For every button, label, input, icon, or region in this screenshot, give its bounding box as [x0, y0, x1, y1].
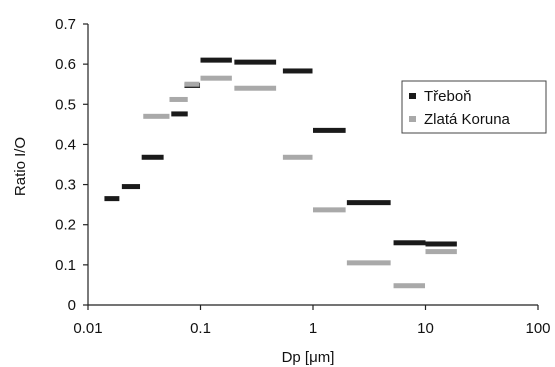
data-bar [171, 111, 188, 117]
data-bar [313, 127, 346, 133]
data-bar [346, 200, 391, 206]
x-tick-label: 0.1 [190, 320, 211, 337]
data-bar [104, 196, 120, 202]
x-tick-label: 10 [417, 320, 434, 337]
series-layer [104, 57, 457, 289]
y-tick-label: 0.3 [55, 177, 76, 194]
data-bar [282, 154, 313, 160]
data-bar [393, 240, 426, 246]
y-tick-label: 0.5 [55, 96, 76, 113]
data-bar [121, 184, 141, 190]
data-bar [200, 57, 232, 63]
series-2 [143, 75, 457, 289]
data-bar [393, 283, 426, 289]
data-bar [282, 68, 313, 74]
y-tick-label: 0.7 [55, 16, 76, 33]
legend-marker [409, 116, 416, 122]
legend-box [401, 80, 547, 134]
data-bar [425, 249, 457, 255]
data-bar [141, 154, 164, 160]
legend-label: Třeboň [424, 88, 472, 105]
data-bar [200, 75, 232, 81]
x-tick-label: 1 [309, 320, 317, 337]
data-bar [234, 59, 277, 65]
data-bar [346, 260, 391, 266]
data-bar [234, 85, 277, 91]
data-bar [169, 96, 188, 102]
axes: 0 0.1 0.2 0.3 0.4 0.5 0.6 0.7 0.01 0.1 1 10 100 Dp [μ… [12, 16, 551, 366]
data-bar [425, 241, 457, 247]
x-tick-label: 100 [525, 320, 550, 337]
legend-marker [409, 93, 416, 99]
x-axis-title: Dp [μm] [282, 349, 335, 366]
legend: Třeboň Zlatá Koruna [401, 80, 547, 134]
y-tick-label: 0.6 [55, 56, 76, 73]
legend-label: Zlatá Koruna [424, 111, 511, 128]
y-axis-title: Ratio I/O [12, 137, 29, 196]
data-bar [313, 207, 346, 213]
y-tick-label: 0.2 [55, 217, 76, 234]
y-tick-label: 0.4 [55, 136, 76, 153]
data-bar [143, 113, 170, 119]
x-tick-label: 0.01 [73, 320, 102, 337]
y-tick-label: 0.1 [55, 257, 76, 274]
y-tick-label: 0 [68, 297, 76, 314]
data-bar [184, 81, 200, 87]
